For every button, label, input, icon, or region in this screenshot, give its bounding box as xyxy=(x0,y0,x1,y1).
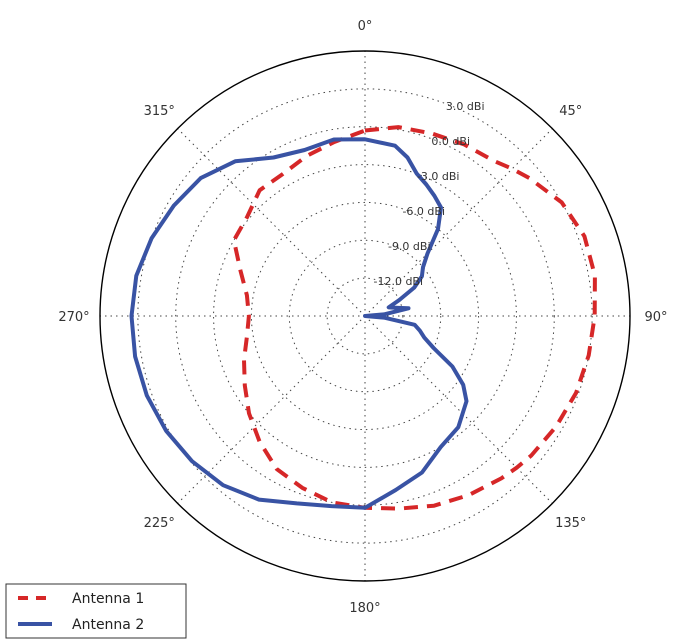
angle-tick-label: 180° xyxy=(349,601,380,616)
radial-tick-label: -9.0 dBi xyxy=(388,240,431,253)
angle-tick-label: 225° xyxy=(144,516,175,531)
angle-tick-label: 270° xyxy=(58,310,89,325)
legend-label-antenna-2: Antenna 2 xyxy=(72,617,144,633)
radial-tick-label: -6.0 dBi xyxy=(402,205,445,218)
angle-gridline xyxy=(364,128,553,317)
angle-tick-label: 45° xyxy=(559,104,582,119)
series-line-antenna-1 xyxy=(231,125,597,511)
angle-tick-label: 0° xyxy=(358,19,373,34)
radial-tick-label: -12.0 dBi xyxy=(373,275,423,288)
grid-layer xyxy=(99,50,631,582)
angle-label-layer: 0° 45° 90° 135° 180° 225° 270° 315° xyxy=(58,19,667,616)
radial-gridline xyxy=(137,88,593,544)
radial-gridline xyxy=(250,201,480,431)
radial-gridline xyxy=(175,126,555,506)
angle-tick-label: 135° xyxy=(555,516,586,531)
radial-label-layer: -12.0 dBi -9.0 dBi -6.0 dBi -3.0 dBi 0.0 dBi… xyxy=(373,100,484,288)
angle-tick-label: 90° xyxy=(644,310,667,325)
radial-tick-label: 3.0 dBi xyxy=(446,100,485,113)
radial-tick-label: 0.0 dBi xyxy=(431,135,470,148)
radial-gridline xyxy=(288,239,442,393)
radial-tick-label: -3.0 dBi xyxy=(417,170,460,183)
outer-boundary-circle xyxy=(99,50,631,582)
angle-gridline xyxy=(177,128,366,317)
angle-gridline xyxy=(364,315,553,504)
legend-box xyxy=(5,583,187,639)
series-line-antenna-2 xyxy=(129,137,469,510)
radial-gridline xyxy=(213,164,517,468)
angle-gridline xyxy=(177,315,366,504)
series-layer xyxy=(129,125,597,511)
angle-tick-label: 315° xyxy=(144,104,175,119)
legend-label-antenna-1: Antenna 1 xyxy=(72,591,144,607)
radial-gridline xyxy=(326,277,404,355)
legend: Antenna 1 Antenna 2 xyxy=(5,583,187,639)
